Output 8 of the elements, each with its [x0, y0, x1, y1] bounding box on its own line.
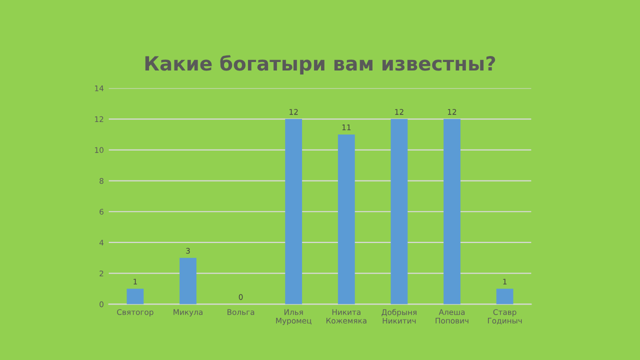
chart-title: Какие богатыри вам известны? — [145, 55, 496, 75]
bar — [285, 119, 302, 304]
bar — [444, 119, 460, 304]
bar — [180, 258, 196, 304]
bar — [338, 134, 355, 304]
bar — [390, 119, 408, 304]
bar — [126, 288, 144, 304]
bar — [496, 288, 514, 304]
